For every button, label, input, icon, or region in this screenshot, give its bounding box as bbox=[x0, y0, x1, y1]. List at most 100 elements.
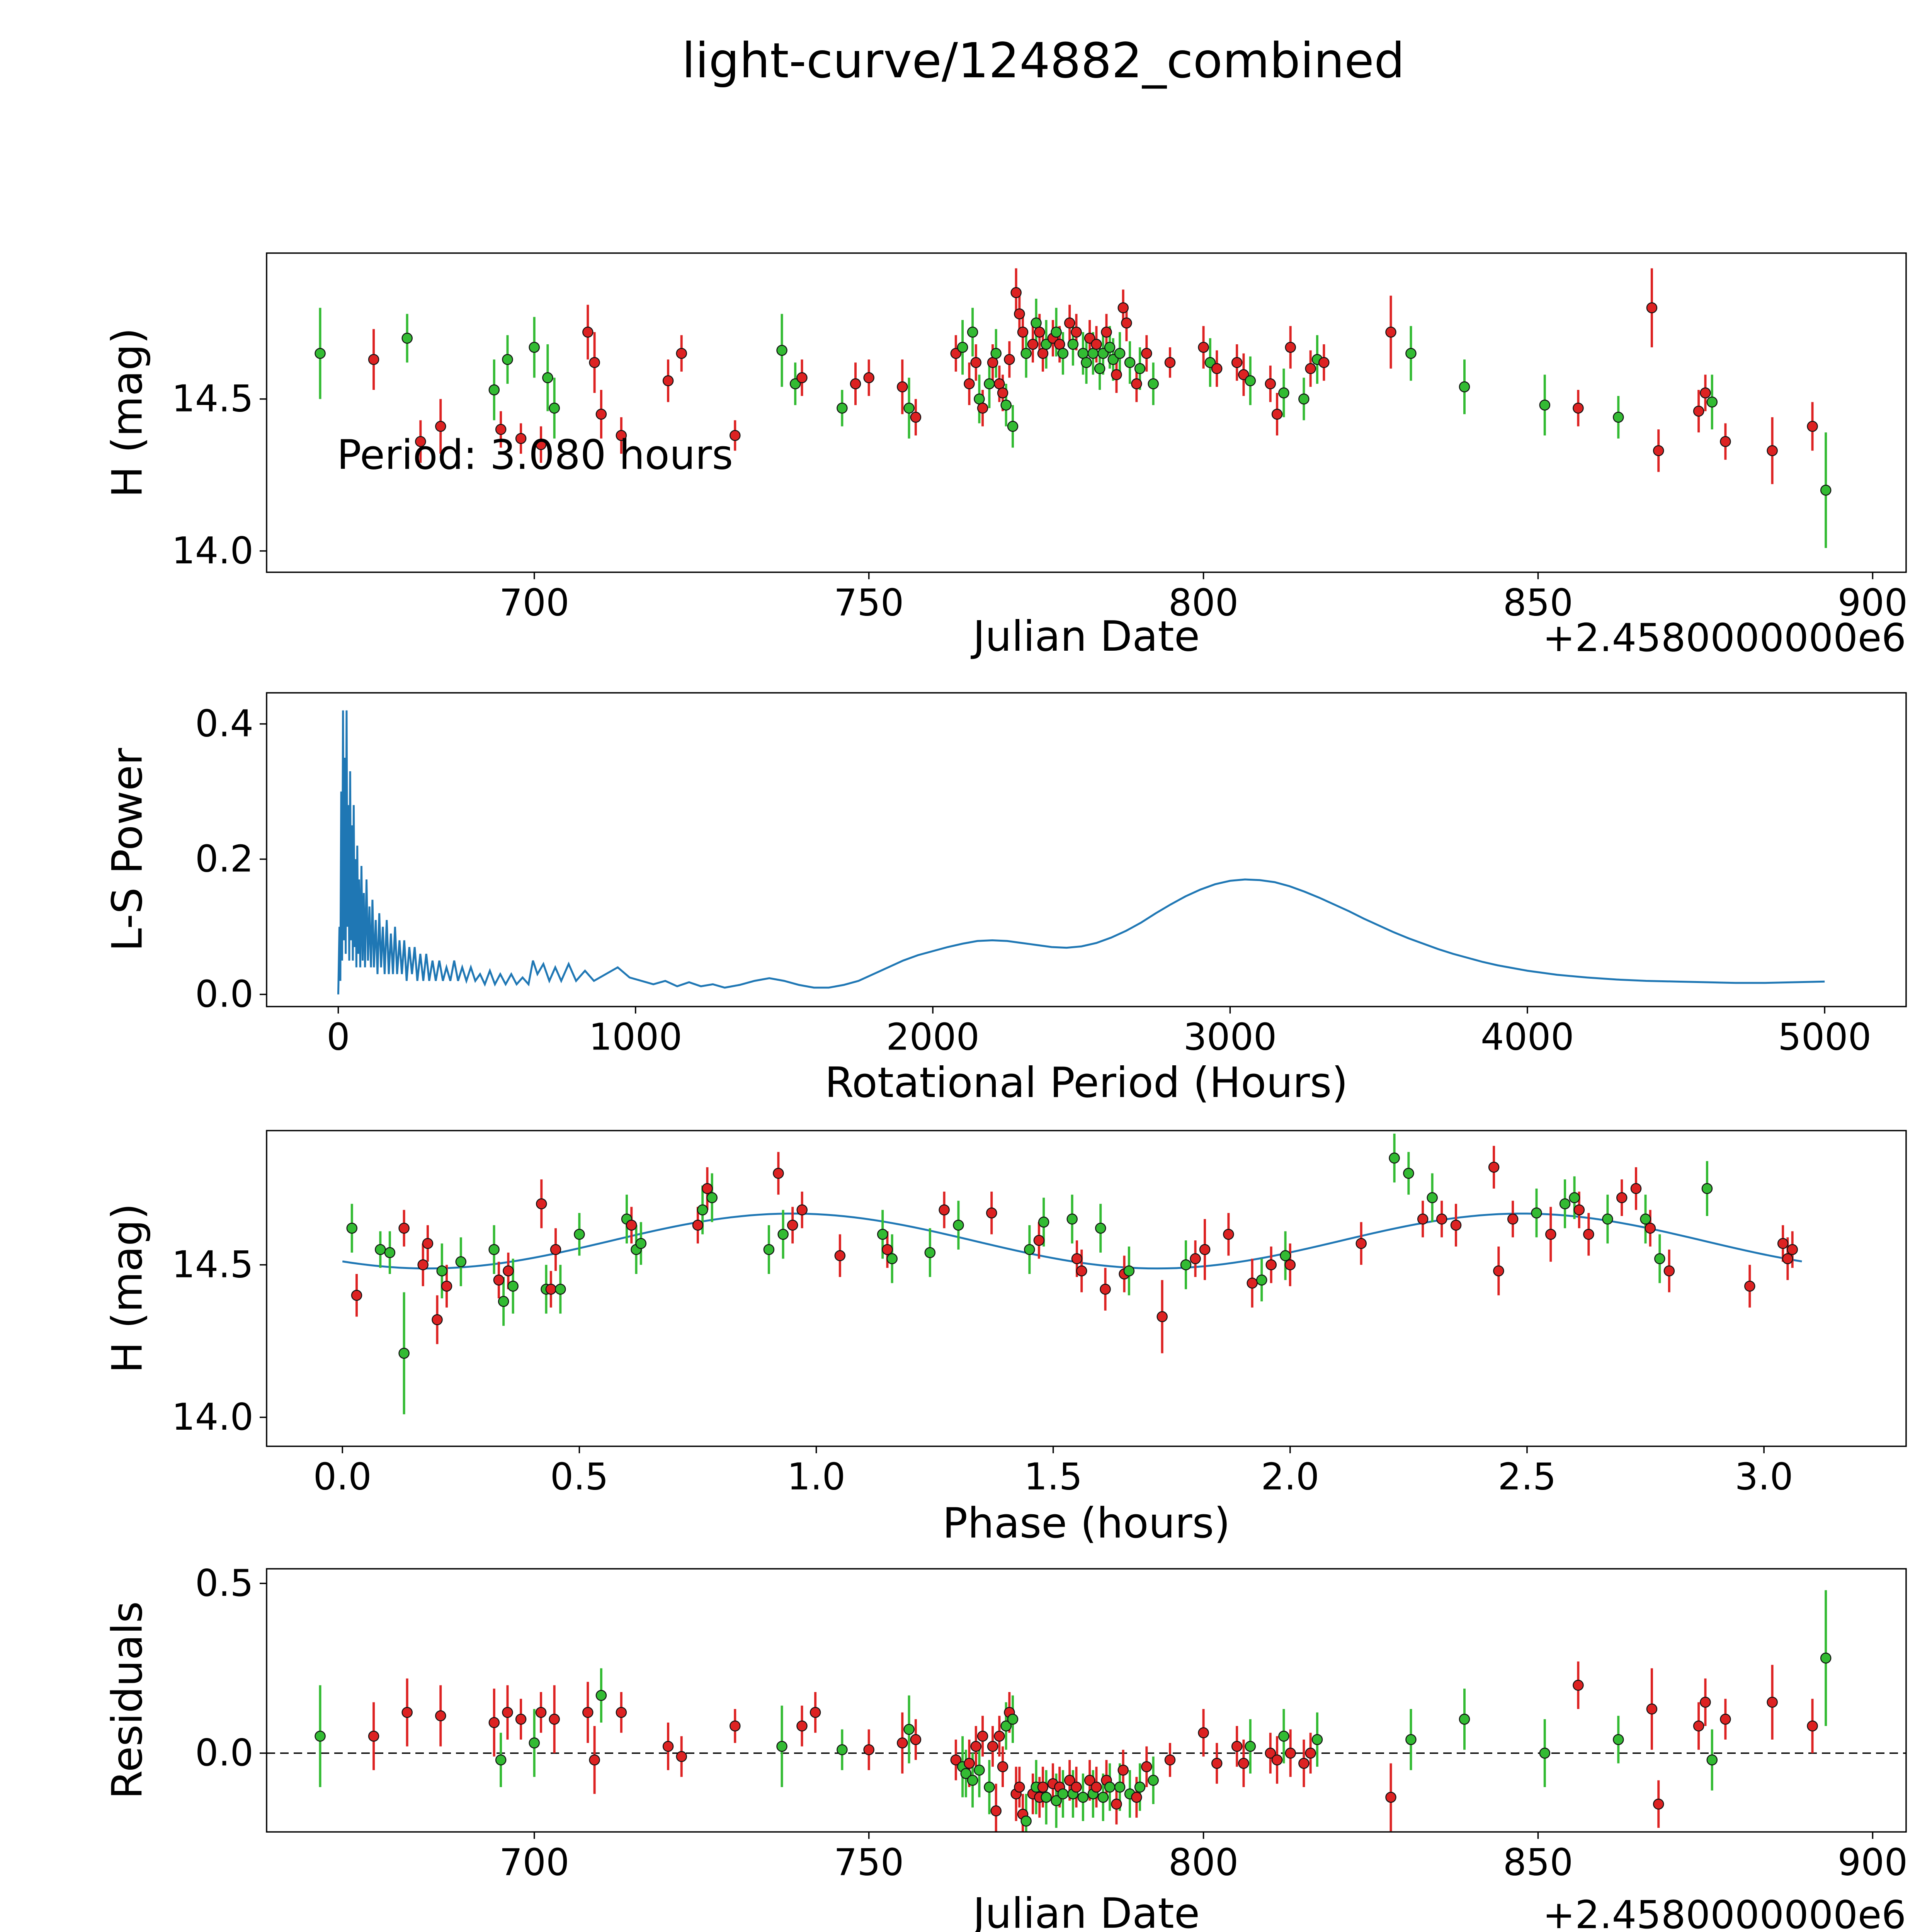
data-point bbox=[997, 1761, 1009, 1772]
data-point bbox=[1071, 1781, 1082, 1793]
data-point bbox=[1284, 1259, 1296, 1270]
x-tick-label: 700 bbox=[499, 582, 569, 624]
data-point bbox=[398, 1223, 410, 1234]
data-point bbox=[1646, 302, 1658, 313]
data-point bbox=[515, 1714, 527, 1725]
data-point bbox=[977, 1730, 988, 1742]
data-point bbox=[1064, 317, 1075, 329]
data-point bbox=[1539, 400, 1551, 411]
data-point bbox=[1091, 1781, 1102, 1793]
data-point bbox=[495, 424, 507, 435]
data-point bbox=[1027, 338, 1039, 350]
data-point bbox=[1720, 436, 1731, 447]
data-point bbox=[1646, 1703, 1658, 1715]
data-point bbox=[970, 357, 981, 368]
data-point bbox=[536, 1198, 547, 1209]
data-point bbox=[1767, 445, 1778, 456]
data-point bbox=[495, 1754, 507, 1765]
lightcurve-xlabel: Julian Date bbox=[973, 612, 1200, 661]
data-point bbox=[1298, 393, 1310, 405]
data-point bbox=[1097, 1792, 1109, 1803]
data-point bbox=[1744, 1281, 1755, 1292]
data-point bbox=[1071, 327, 1082, 338]
data-point bbox=[589, 357, 600, 368]
y-tick-label: 0.2 bbox=[195, 838, 253, 881]
data-point bbox=[1014, 1781, 1025, 1793]
data-point bbox=[896, 1737, 908, 1749]
data-point bbox=[1298, 1758, 1310, 1769]
data-point bbox=[1616, 1192, 1628, 1203]
data-point bbox=[697, 1204, 708, 1216]
data-point bbox=[1067, 338, 1079, 350]
data-point bbox=[1693, 1720, 1704, 1732]
data-point bbox=[1539, 1747, 1551, 1759]
x-tick-label: 0.0 bbox=[313, 1456, 372, 1498]
data-point bbox=[422, 1238, 434, 1249]
data-point bbox=[960, 1768, 972, 1779]
data-point bbox=[375, 1244, 386, 1255]
data-point bbox=[984, 1781, 995, 1793]
data-point bbox=[1427, 1192, 1438, 1203]
data-point bbox=[549, 402, 560, 414]
data-point bbox=[1114, 348, 1126, 359]
data-point bbox=[1034, 327, 1045, 338]
data-point bbox=[1211, 1758, 1223, 1769]
data-point bbox=[1777, 1238, 1789, 1249]
data-point bbox=[776, 1741, 787, 1752]
data-point bbox=[435, 1710, 446, 1721]
data-point bbox=[1223, 1229, 1234, 1240]
data-point bbox=[676, 1751, 687, 1762]
data-point bbox=[1037, 1781, 1049, 1793]
data-point bbox=[1630, 1183, 1642, 1194]
data-point bbox=[550, 1244, 561, 1255]
data-point bbox=[1285, 342, 1296, 353]
data-point bbox=[432, 1314, 443, 1325]
data-point bbox=[1141, 348, 1152, 359]
data-point bbox=[957, 342, 968, 353]
data-point bbox=[635, 1238, 647, 1249]
x-tick-label: 2.5 bbox=[1498, 1456, 1556, 1498]
data-point bbox=[903, 402, 915, 414]
data-point bbox=[582, 1707, 594, 1718]
data-point bbox=[535, 439, 547, 450]
data-point bbox=[987, 357, 998, 368]
lightcurve-axis-offset: +2.4580000000e6 bbox=[1543, 615, 1906, 660]
data-point bbox=[1066, 1213, 1078, 1225]
data-point bbox=[346, 1223, 357, 1234]
data-point bbox=[1706, 1754, 1718, 1765]
periodogram-spines bbox=[266, 692, 1907, 1007]
x-tick-label: 2000 bbox=[886, 1016, 980, 1059]
periodogram-plot: 0 1000 2000 3000 4000 5000 0.0 0.2 0.4 bbox=[195, 692, 1907, 1059]
lightcurve-plot: Period: 3.080 hours 700 750 800 850 900 14.0 14… bbox=[172, 252, 1908, 624]
x-tick-label: 750 bbox=[834, 1842, 904, 1884]
data-point bbox=[1701, 1183, 1713, 1194]
data-point bbox=[970, 1741, 981, 1752]
data-point bbox=[1573, 1680, 1584, 1691]
data-point bbox=[1787, 1244, 1798, 1255]
data-point bbox=[910, 1734, 922, 1745]
data-point bbox=[503, 1265, 514, 1277]
data-point bbox=[1121, 317, 1132, 329]
data-point bbox=[1305, 1747, 1316, 1759]
data-point bbox=[1051, 1795, 1062, 1806]
data-point bbox=[545, 1284, 557, 1295]
data-point bbox=[455, 1256, 467, 1267]
data-point bbox=[384, 1247, 396, 1258]
data-point bbox=[990, 1805, 1002, 1816]
data-point bbox=[886, 1253, 898, 1264]
data-point bbox=[1037, 348, 1049, 359]
data-point bbox=[1573, 1204, 1585, 1216]
data-point bbox=[863, 1744, 874, 1755]
data-point bbox=[939, 1204, 950, 1216]
data-point bbox=[1700, 387, 1711, 399]
data-point bbox=[1245, 1741, 1256, 1752]
data-point bbox=[1057, 348, 1069, 359]
data-point bbox=[1559, 1198, 1571, 1209]
data-point bbox=[997, 387, 1009, 399]
data-point bbox=[1104, 1781, 1116, 1793]
data-point bbox=[1041, 1792, 1052, 1803]
data-point bbox=[441, 1281, 452, 1292]
data-point bbox=[964, 1758, 975, 1769]
data-point bbox=[1084, 1775, 1095, 1786]
y-tick-label: 0.0 bbox=[195, 973, 253, 1016]
